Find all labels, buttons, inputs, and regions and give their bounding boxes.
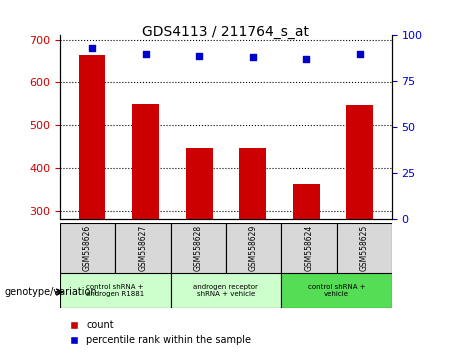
FancyBboxPatch shape — [60, 223, 115, 273]
Bar — [132, 104, 159, 339]
Legend: count, percentile rank within the sample: count, percentile rank within the sample — [65, 316, 255, 349]
Text: androgen receptor
shRNA + vehicle: androgen receptor shRNA + vehicle — [194, 284, 258, 297]
Bar — [239, 148, 266, 339]
Point — [142, 51, 149, 57]
Text: GSM558628: GSM558628 — [194, 225, 203, 271]
Point — [356, 51, 363, 57]
Point — [302, 57, 310, 62]
FancyBboxPatch shape — [115, 223, 171, 273]
FancyBboxPatch shape — [171, 273, 281, 308]
Text: GDS4113 / 211764_s_at: GDS4113 / 211764_s_at — [142, 25, 309, 39]
Text: GSM558627: GSM558627 — [138, 225, 148, 271]
Bar — [79, 55, 106, 339]
Text: GSM558626: GSM558626 — [83, 225, 92, 271]
Text: GSM558624: GSM558624 — [304, 225, 313, 271]
FancyBboxPatch shape — [171, 223, 226, 273]
Bar — [346, 105, 373, 339]
FancyBboxPatch shape — [337, 223, 392, 273]
Text: control shRNA +
vehicle: control shRNA + vehicle — [308, 284, 365, 297]
FancyBboxPatch shape — [281, 273, 392, 308]
Point — [89, 45, 96, 51]
Text: control shRNA +
androgen R1881: control shRNA + androgen R1881 — [86, 284, 144, 297]
Point — [195, 53, 203, 58]
Bar — [186, 148, 213, 339]
Point — [249, 55, 256, 60]
FancyBboxPatch shape — [281, 223, 337, 273]
Text: GSM558625: GSM558625 — [360, 225, 369, 271]
Bar — [293, 184, 319, 339]
Text: GSM558629: GSM558629 — [249, 225, 258, 271]
Text: genotype/variation: genotype/variation — [5, 287, 97, 297]
FancyBboxPatch shape — [226, 223, 281, 273]
FancyBboxPatch shape — [60, 273, 171, 308]
